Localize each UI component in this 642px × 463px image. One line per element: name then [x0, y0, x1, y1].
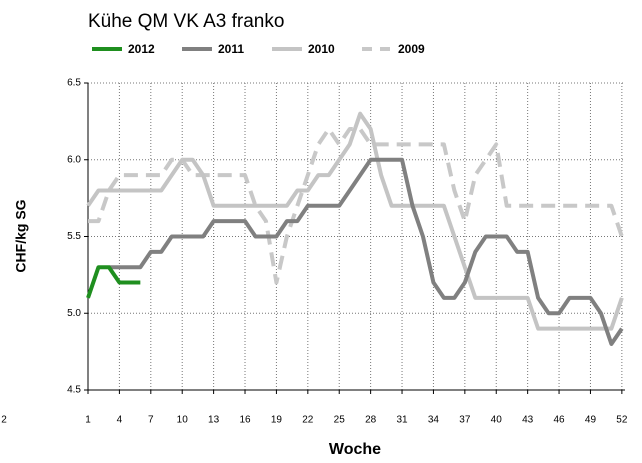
x-tick-label: 46	[553, 415, 565, 426]
series-line	[108, 157, 624, 346]
x-tick-label: 40	[491, 415, 503, 426]
legend-label: 2010	[308, 42, 335, 56]
x-tick-label: 22	[302, 415, 314, 426]
x-tick-label: 7	[148, 415, 154, 426]
x-tick-label: 31	[396, 415, 408, 426]
series-line	[88, 127, 624, 285]
x-tick-label: 25	[334, 415, 346, 426]
x-tick-label: 52	[616, 415, 628, 426]
x-tick-label: 28	[365, 415, 377, 426]
y-axis-label: CHF/kg SG	[13, 199, 29, 272]
series-line	[86, 111, 624, 331]
y-tick-label: 6.0	[67, 154, 81, 165]
x-tick-label: 1	[85, 415, 91, 426]
y-tick-label: 5.0	[67, 308, 81, 319]
legend-label: 2012	[128, 42, 155, 56]
stray-label: 2	[1, 415, 7, 426]
x-tick-label: 49	[585, 415, 597, 426]
chart-title: Kühe QM VK A3 franko	[88, 11, 284, 32]
x-tick-label: 34	[428, 415, 440, 426]
y-tick-label: 6.5	[67, 78, 81, 89]
legend-label: 2011	[218, 42, 244, 56]
x-tick-label: 16	[239, 415, 251, 426]
x-tick-label: 13	[208, 415, 220, 426]
y-tick-label: 5.5	[67, 231, 81, 242]
x-tick-label: 43	[522, 415, 534, 426]
x-tick-label: 10	[177, 415, 189, 426]
y-tick-label: 4.5	[67, 385, 81, 396]
series-line	[86, 265, 141, 299]
x-tick-label: 37	[459, 415, 471, 426]
legend-label: 2009	[398, 42, 425, 56]
x-axis-label: Woche	[329, 441, 381, 458]
x-tick-label: 4	[117, 415, 123, 426]
x-tick-label: 19	[271, 415, 283, 426]
